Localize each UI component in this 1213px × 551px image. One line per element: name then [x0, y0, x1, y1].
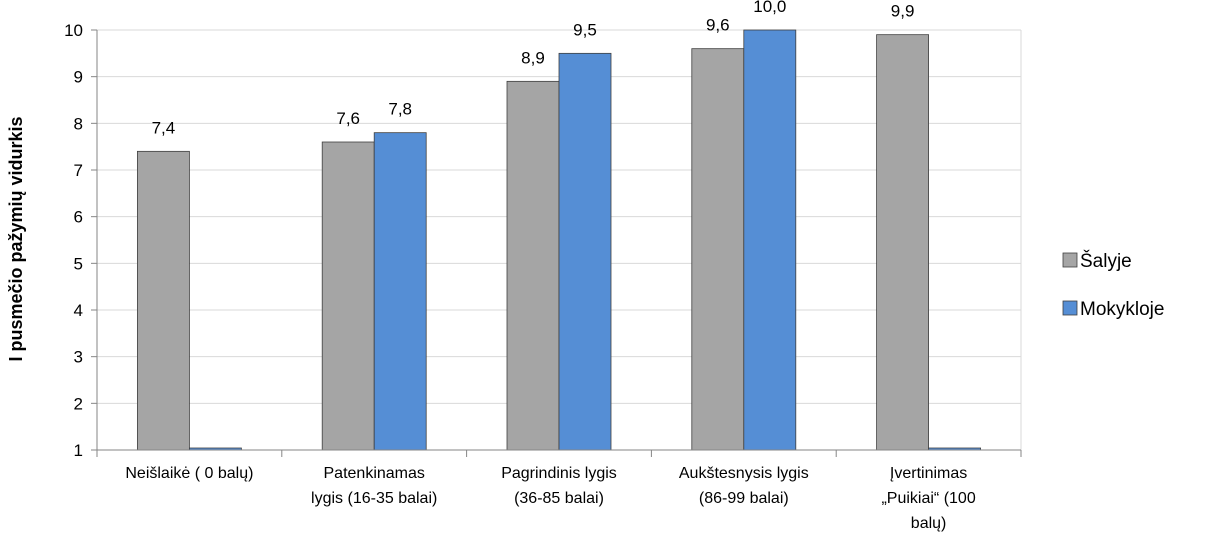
y-tick-label: 4: [74, 301, 83, 320]
bar-mokykloje-2: [558, 52, 612, 451]
data-label: 9,5: [573, 20, 597, 39]
y-tick-labels: 1 2 3 4 5 6 7 8 9 10: [64, 21, 97, 460]
bars: [136, 29, 981, 451]
x-category-label: Įvertinimas: [890, 465, 967, 482]
data-label: 7,8: [388, 100, 412, 119]
data-labels: 7,4 7,6 8,9 9,6 9,9 7,8 9,5 10,0: [152, 0, 915, 137]
legend-swatch-salyje: [1062, 252, 1078, 268]
x-category-label: Aukštesnysis lygis: [679, 465, 809, 482]
y-tick-label: 8: [74, 114, 83, 133]
legend-label-salyje: Šalyje: [1080, 250, 1132, 272]
x-category-label: (36-85 balai): [514, 490, 604, 507]
x-category-label: lygis (16-35 balai): [311, 490, 437, 507]
x-category-labels: Neišlaikė ( 0 balų) Patenkinamas lygis (16…: [125, 465, 975, 532]
data-label: 9,6: [706, 16, 730, 35]
data-label: 9,9: [891, 2, 915, 21]
bar-mokykloje-3: [743, 29, 797, 451]
bar-salyje-3: [691, 48, 745, 451]
y-tick-label: 2: [74, 394, 83, 413]
bar-mokykloje-1: [373, 132, 427, 451]
data-label: 10,0: [753, 0, 786, 16]
y-tick-label: 6: [74, 208, 83, 227]
x-category-label: balų): [911, 515, 947, 532]
y-axis-title: I pusmečio pažymių vidurkis: [6, 116, 26, 361]
data-label: 8,9: [521, 48, 545, 67]
data-label: 7,4: [152, 118, 176, 137]
bar-salyje-1: [321, 141, 375, 451]
legend-swatch-mokykloje: [1062, 300, 1078, 316]
y-tick-label: 3: [74, 348, 83, 367]
y-tick-label: 1: [74, 441, 83, 460]
x-category-label: „Puikiai“ (100: [881, 490, 975, 507]
bar-salyje-0: [136, 150, 190, 451]
axes: [91, 30, 1022, 457]
x-category-label: Pagrindinis lygis: [501, 465, 617, 482]
y-tick-label: 10: [64, 21, 83, 40]
bar-salyje-2: [506, 80, 560, 451]
data-label: 7,6: [336, 109, 360, 128]
y-tick-label: 7: [74, 161, 83, 180]
bar-salyje-4: [876, 34, 929, 451]
x-category-label: Patenkinamas: [324, 465, 425, 482]
legend: Šalyje Mokykloje: [1062, 250, 1164, 320]
x-category-label: (86-99 balai): [699, 490, 789, 507]
y-tick-label: 9: [74, 68, 83, 87]
y-tick-label: 5: [74, 254, 83, 273]
x-category-label: Neišlaikė ( 0 balų): [125, 465, 253, 482]
legend-label-mokykloje: Mokykloje: [1080, 299, 1164, 320]
